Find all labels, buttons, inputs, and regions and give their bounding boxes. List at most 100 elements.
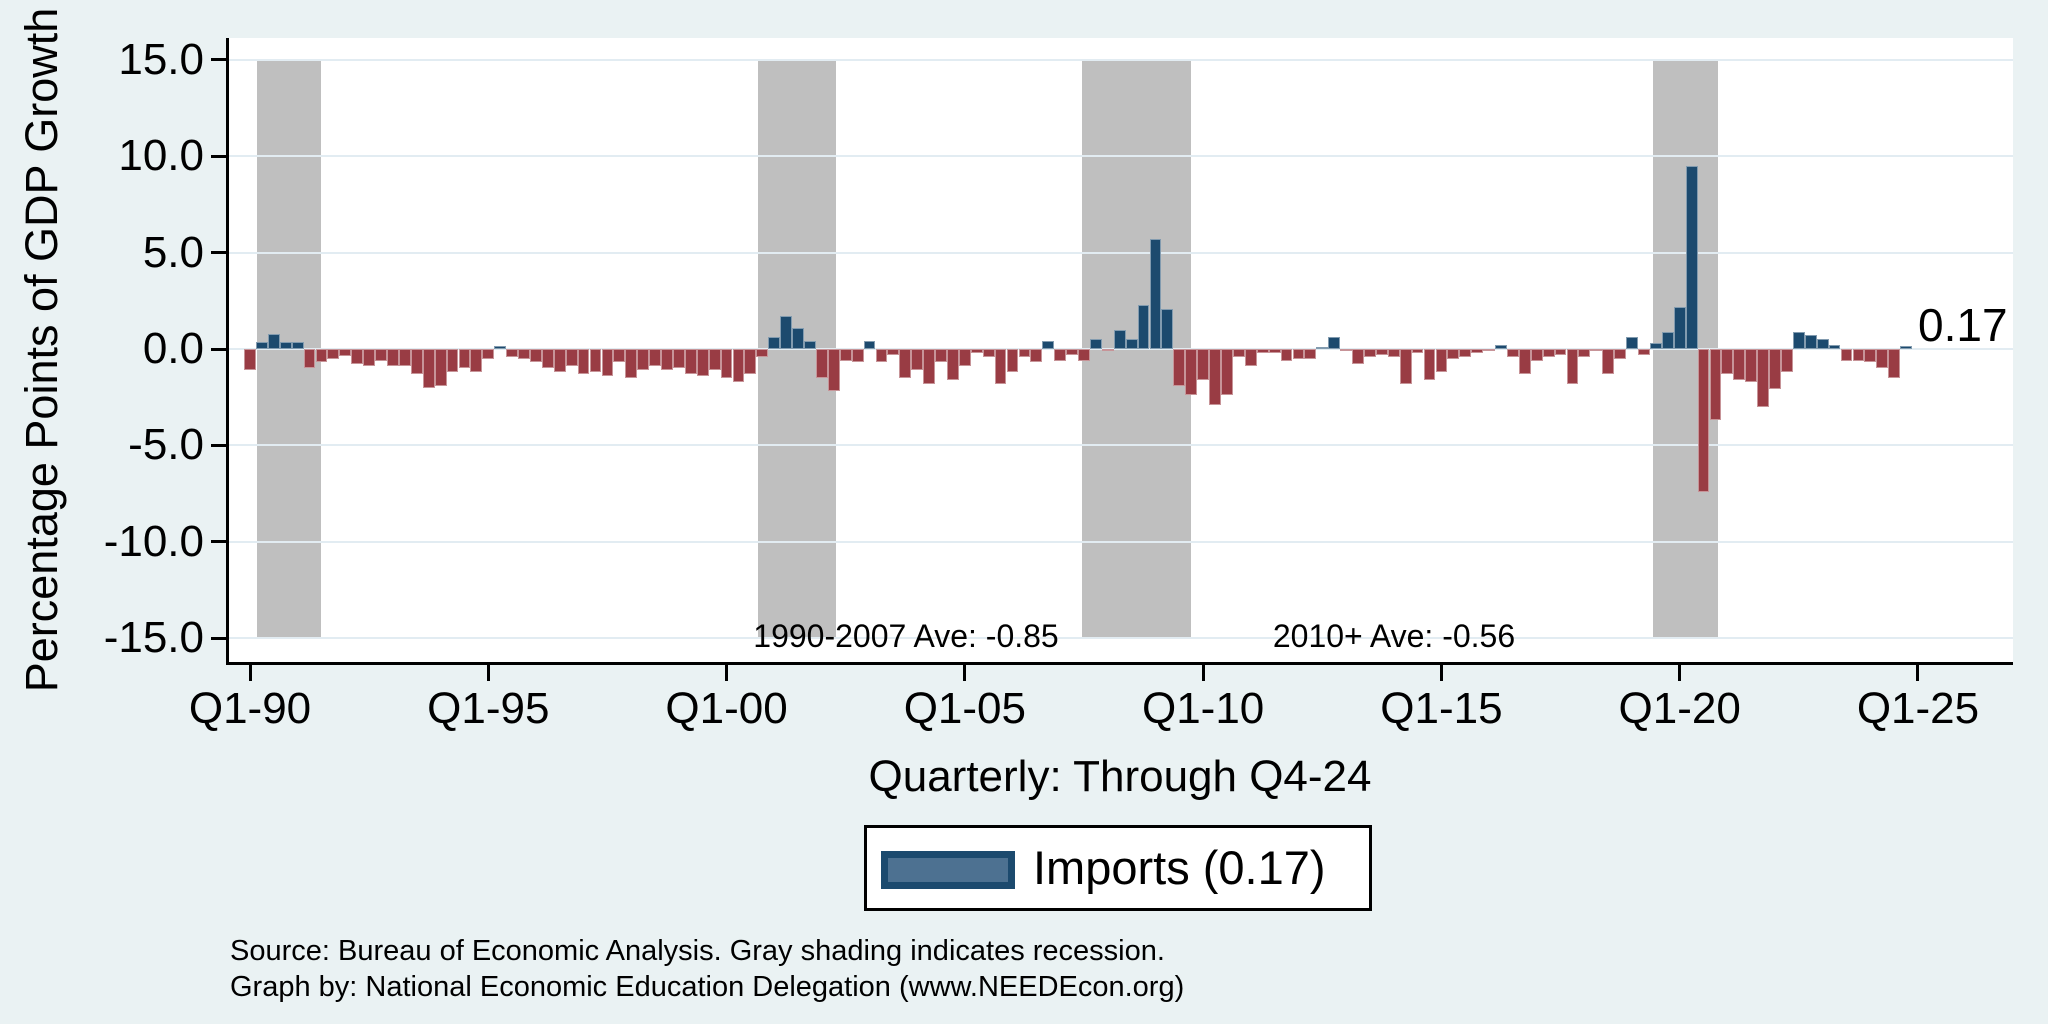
quarter-bar [1340,349,1352,351]
quarter-bar [1495,345,1507,349]
quarter-bar [541,349,554,369]
x-axis-title: Quarterly: Through Q4-24 [868,752,1372,801]
quarter-bar [1364,349,1376,357]
quarter-bar [1804,334,1817,349]
quarter-bar [1709,349,1722,421]
y-axis-tick-label: 10.0 [118,131,204,181]
quarter-bar [1435,349,1448,373]
y-axis-tick [211,347,226,351]
quarter-bar [1006,349,1019,373]
y-axis-tick-label: 5.0 [142,227,204,277]
quarter-bar [1078,349,1090,361]
quarter-bar [589,349,602,373]
quarter-bar [1566,349,1579,384]
y-axis-tick-label: -5.0 [128,420,204,470]
quarter-bar [732,349,745,382]
x-axis-tick-label: Q1-05 [903,684,1026,733]
quarter-bar [1781,349,1793,373]
quarter-bar [1518,349,1531,375]
quarter-bar [256,342,268,349]
quarter-bar [410,349,423,375]
quarter-bar [1149,239,1162,349]
quarter-bar [1530,349,1543,361]
quarter-bar [553,349,566,373]
quarter-bar [1244,349,1257,367]
quarter-bar [1769,349,1781,390]
quarter-bar [1697,349,1710,492]
quarter-bar [899,349,912,378]
quarter-bar [1649,343,1662,349]
quarter-bar [661,349,673,371]
quarter-bar [1673,306,1686,349]
quarter-bar [875,349,888,363]
quarter-bar [387,349,399,367]
x-axis-tick [1201,665,1205,681]
quarter-bar [1542,349,1555,357]
y-gridline [228,251,2013,254]
plot-area [228,38,2013,662]
quarter-bar [1054,349,1067,361]
x-axis-tick-label: Q1-00 [665,684,788,733]
y-axis-tick-label: -10.0 [103,516,204,566]
y-gridline [228,444,2013,447]
quarter-bar [613,349,626,363]
quarter-bar [863,341,876,349]
y-axis-tick-label: -15.0 [103,613,204,663]
quarter-bar [1792,331,1805,349]
quarter-bar [446,349,459,373]
quarter-bar [1232,349,1245,357]
quarter-bar [1185,349,1198,396]
average-annotation-1990-2007: 1990-2007 Ave: -0.85 [753,618,1059,654]
x-axis-tick-label: Q1-15 [1380,684,1503,733]
y-axis-title: Percentage Points of GDP Growth [16,7,67,693]
quarter-bar [422,349,435,388]
y-axis-tick [211,154,226,158]
quarter-bar [1816,339,1829,349]
legend-bar-swatch [881,851,1015,889]
quarter-bar [756,349,769,357]
quarter-bar [720,349,733,378]
quarter-bar [1888,349,1901,378]
quarter-bar [1161,308,1174,349]
quarter-bar [506,349,518,357]
quarter-bar [1042,341,1055,349]
quarter-bar [530,349,542,363]
quarter-bar [1638,349,1650,355]
quarter-bar [696,349,709,376]
quarter-bar [1399,349,1412,384]
quarter-bar [994,349,1007,384]
quarter-bar [792,327,804,349]
quarter-bar [815,349,828,378]
quarter-bar [303,349,316,369]
quarter-bar [1090,339,1102,349]
quarter-bar [1459,349,1472,357]
quarter-bar [1900,345,1912,349]
quarter-bar [434,349,447,386]
quarter-bar [1137,304,1150,349]
quarter-bar [851,349,864,363]
quarter-bar [1757,349,1769,407]
quarter-bar [673,349,685,369]
quarter-bar [935,349,947,363]
y-axis-tick [211,636,226,640]
quarter-bar [827,349,840,392]
quarter-bar [1840,349,1853,361]
x-axis-line [226,662,2013,665]
quarter-bar [482,349,495,359]
latest-value-label: 0.17 [1918,299,2008,351]
quarter-bar [684,349,697,375]
quarter-bar [804,341,816,349]
quarter-bar [1030,349,1043,363]
quarter-bar [1590,349,1603,351]
quarter-bar [887,349,900,355]
quarter-bar [1411,349,1424,353]
footnotes: Source: Bureau of Economic Analysis. Gra… [230,933,1184,1005]
quarter-bar [398,349,411,367]
quarter-bar [1602,349,1615,375]
x-axis-tick-label: Q1-10 [1141,684,1265,733]
y-axis-tick-label: 0.0 [142,324,204,373]
quarter-bar [327,349,340,359]
quarter-bar [1614,349,1627,359]
quarter-bar [1721,349,1734,375]
y-axis-tick [211,443,226,447]
